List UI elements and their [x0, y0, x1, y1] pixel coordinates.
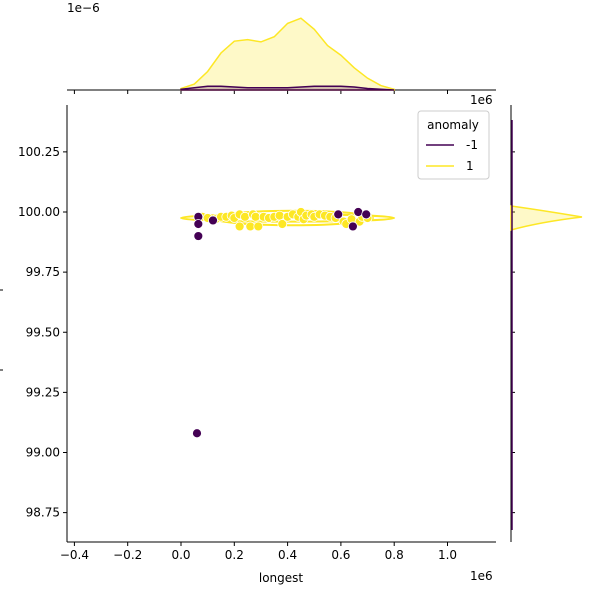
point-anomaly [347, 221, 358, 232]
x-tick-label: 1.0 [438, 548, 457, 562]
point-normal [240, 211, 250, 222]
legend-label-1: 1 [466, 159, 474, 173]
point-normal [274, 210, 285, 221]
point-anomaly [192, 428, 202, 439]
point-normal [253, 221, 264, 232]
y-tick-label: 100.25 [18, 145, 60, 159]
legend-label-neg1: -1 [466, 138, 478, 152]
y-tick-label: 99.75 [26, 265, 60, 279]
point-normal [277, 219, 288, 229]
y-tick-label: 99.50 [26, 325, 60, 339]
x-tick-label: 0.2 [225, 548, 244, 562]
y-offset-label: 1e6 [470, 93, 493, 107]
y-tick-label: 98.75 [26, 506, 60, 520]
x-tick-label: 0.8 [385, 548, 404, 562]
point-anomaly [193, 219, 204, 229]
legend-title: anomaly [427, 118, 479, 132]
point-anomaly [208, 215, 218, 226]
x-offset-label: 1e6 [470, 569, 493, 583]
point-anomaly [193, 231, 204, 241]
x-tick-label: 0.6 [331, 548, 350, 562]
x-tick-label: −0.4 [60, 548, 89, 562]
point-anomaly [361, 209, 372, 220]
top-kde-normal [180, 17, 395, 91]
legend: anomaly -1 1 [417, 110, 490, 180]
x-tick-label: 0.0 [171, 548, 190, 562]
point-anomaly [353, 207, 364, 217]
x-axis-label: longest [259, 571, 304, 585]
y-tick-label: 100.00 [18, 205, 60, 219]
top-offset-label: 1e−6 [67, 1, 100, 15]
top-kde-anomaly [180, 85, 395, 91]
right-kde-normal [510, 205, 583, 231]
x-tick-label: 0.4 [278, 548, 297, 562]
point-anomaly [333, 209, 344, 220]
y-tick-label: 99.00 [26, 446, 60, 460]
x-tick-label: −0.2 [113, 548, 142, 562]
point-normal [234, 221, 245, 232]
y-tick-label: 99.25 [26, 385, 60, 399]
